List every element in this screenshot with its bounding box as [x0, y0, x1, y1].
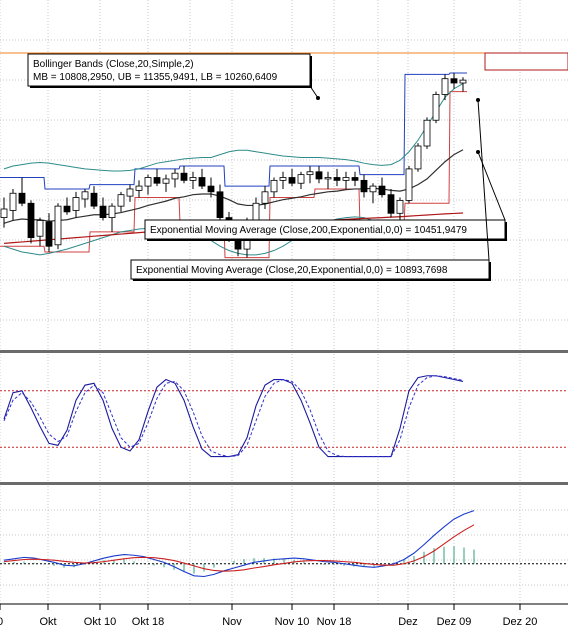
- bollinger-annotation-text: MB = 10808,2950, UB = 11355,9491, LB = 1…: [33, 72, 278, 83]
- macd-line: [3, 510, 475, 578]
- candle-body: [162, 178, 170, 184]
- ema20-annotation-text: Exponential Moving Average (Close,20,Exp…: [136, 265, 448, 276]
- x-tick-label: 0: [0, 616, 3, 628]
- ema20-annotation-anchor-dot: [476, 98, 480, 102]
- candle-body: [432, 94, 440, 121]
- candle-body: [252, 202, 260, 221]
- candle-body: [351, 177, 359, 181]
- candle-body: [315, 171, 323, 180]
- macd-signal-line: [3, 524, 475, 572]
- bollinger-annotation-anchor-dot: [316, 96, 320, 100]
- bollinger-annotation-leader: [309, 85, 319, 99]
- bollinger-annotation: [27, 53, 311, 87]
- bollinger-upper-band: [3, 83, 464, 172]
- candle-body: [135, 185, 143, 191]
- ema200-annotation-anchor-dot: [476, 150, 480, 154]
- x-tick-label: Nov 10: [275, 616, 310, 628]
- ema20-line: [3, 149, 464, 224]
- panel-separator-stochastic: [0, 350, 568, 353]
- candle-body: [72, 197, 80, 211]
- x-tick-label: Dez 20: [503, 616, 538, 628]
- candle-body: [90, 192, 98, 207]
- candle-body: [9, 192, 17, 211]
- candle-body: [450, 78, 458, 84]
- candle-body: [81, 191, 89, 200]
- candle-body: [279, 177, 287, 181]
- candle-body: [171, 172, 179, 180]
- x-tick-label: Dez: [398, 616, 418, 628]
- candle-body: [99, 205, 107, 218]
- candle-body: [414, 145, 422, 170]
- last-price-box: [484, 52, 568, 71]
- x-tick-label: Okt: [39, 616, 56, 628]
- candle-body: [54, 205, 62, 246]
- candle-body: [405, 168, 413, 201]
- candle-body: [36, 220, 44, 237]
- ema20-annotation: [130, 259, 490, 280]
- candle-body: [333, 177, 341, 181]
- x-tick-label: Okt 18: [132, 616, 164, 628]
- candle-body: [126, 188, 134, 197]
- candle-body: [144, 177, 152, 187]
- candle-body: [0, 208, 8, 218]
- x-tick-label: Dez 09: [437, 616, 472, 628]
- candle-body: [63, 205, 71, 213]
- candle-body: [45, 221, 53, 247]
- panel-separator-macd: [0, 482, 568, 485]
- candle-body: [18, 192, 26, 204]
- candle-body: [369, 185, 377, 193]
- candle-body: [288, 177, 296, 184]
- candle-body: [216, 191, 224, 218]
- candle-body: [117, 194, 125, 207]
- candle-body: [153, 177, 161, 184]
- x-tick-label: Okt 10: [84, 616, 116, 628]
- candle-body: [297, 174, 305, 184]
- candle-body: [423, 119, 431, 147]
- x-tick-label: Nov 18: [317, 616, 352, 628]
- ema20-annotation-leader: [477, 99, 490, 261]
- candle-body: [360, 179, 368, 193]
- stochastic-d-line: [3, 375, 464, 458]
- ema200-annotation: [144, 219, 506, 240]
- candle-body: [270, 179, 278, 193]
- candle-body: [108, 205, 116, 218]
- candle-body: [261, 191, 269, 204]
- candle-body: [189, 177, 197, 181]
- ema200-annotation-text: Exponential Moving Average (Close,200,Ex…: [150, 225, 467, 236]
- weekly-high-step: [0, 72, 467, 190]
- candle-body: [198, 177, 206, 187]
- candle-body: [207, 185, 215, 193]
- candle-body: [27, 202, 35, 239]
- candle-body: [180, 172, 188, 181]
- candle-body: [441, 78, 449, 95]
- candle-body: [459, 79, 467, 84]
- candle-body: [396, 200, 404, 214]
- candle-body: [342, 177, 350, 181]
- x-tick-label: Nov: [222, 616, 242, 628]
- candle-body: [324, 177, 332, 180]
- candle-body: [387, 194, 395, 214]
- candle-body: [378, 185, 386, 196]
- candle-body: [306, 171, 314, 176]
- bollinger-annotation-text: Bollinger Bands (Close,20,Simple,2): [33, 59, 194, 70]
